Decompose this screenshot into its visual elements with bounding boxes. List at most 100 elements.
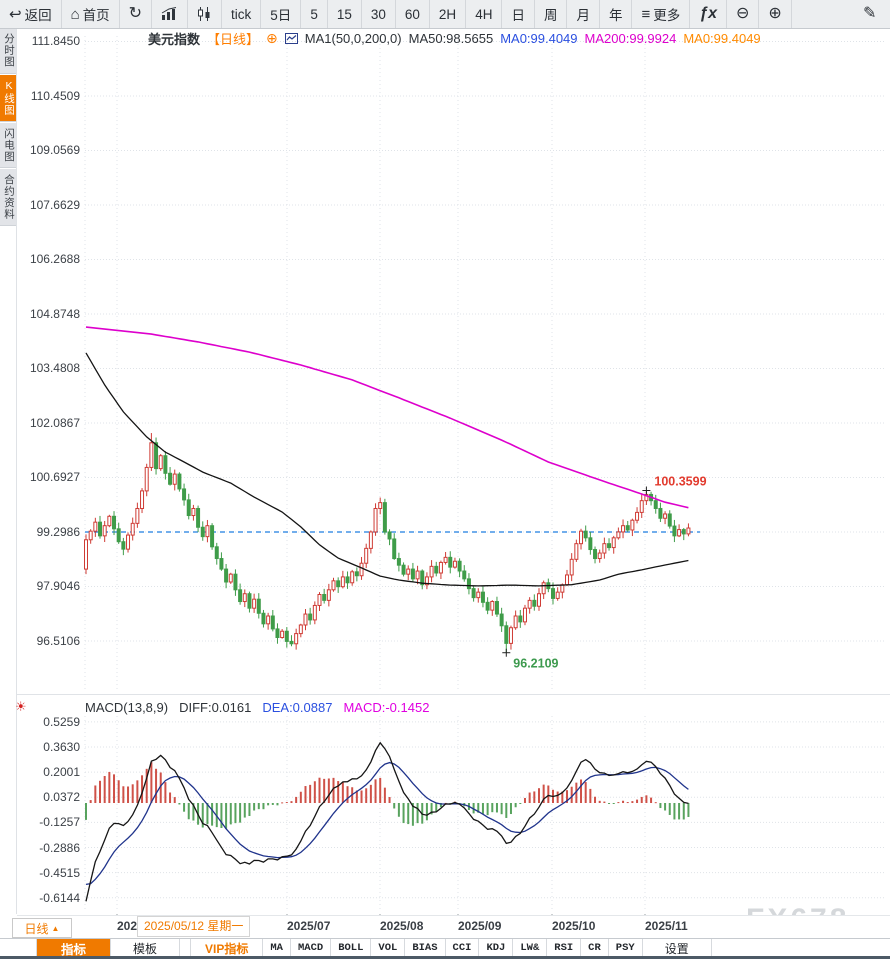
toolbar-period-month-button[interactable]: 月 (567, 0, 600, 28)
macd-hist-value: MACD:-0.1452 (343, 700, 430, 715)
footer-tab-指标[interactable]: 指标 (37, 939, 112, 957)
footer-tab-MA[interactable]: MA (263, 939, 291, 957)
sidebar-tab-K线图[interactable]: K线图 (0, 74, 16, 122)
toolbar-back-button[interactable]: ↩ 返回 (0, 0, 62, 28)
chart-type-icon[interactable] (284, 32, 298, 44)
footer-tab-VOL[interactable]: VOL (371, 939, 406, 957)
footer-tab-BOLL[interactable]: BOLL (331, 939, 372, 957)
macd-dea-value: DEA:0.0887 (262, 700, 333, 715)
footer-tab-设置[interactable]: 设置 (643, 939, 712, 957)
candle-body (462, 570, 467, 580)
footer-tab-LW&[interactable]: LW& (513, 939, 548, 957)
candle-body (280, 630, 285, 639)
footer-tab-模板[interactable]: 模板 (111, 939, 181, 957)
macd-histogram-bar (337, 781, 340, 803)
bottom-edge-bar (0, 956, 890, 959)
macd-histogram-bar (659, 803, 662, 809)
toolbar-period-week-button[interactable]: 周 (535, 0, 568, 28)
macd-histogram-bar (664, 803, 667, 811)
sidebar-tab-分时图[interactable]: 分时图 (0, 28, 16, 74)
candle-body (154, 442, 159, 470)
footer-tab-MACD[interactable]: MACD (291, 939, 332, 957)
toolbar-bar-chart-mode-button[interactable] (152, 0, 189, 28)
macd-histogram-bar (285, 802, 288, 804)
candle-body (621, 525, 626, 533)
candle-body (219, 558, 224, 570)
macd-histogram-bar (108, 771, 111, 803)
candle-body (518, 615, 523, 623)
price-axis-label: 104.8748 (29, 306, 80, 321)
sidebar-tab-合约资料[interactable]: 合约资料 (0, 169, 16, 226)
footer-tab-CR[interactable]: CR (581, 939, 609, 957)
toolbar-home-button[interactable]: ⌂ 首页 (62, 0, 120, 28)
toolbar-zoom-in-button[interactable]: ⊕ (759, 0, 792, 28)
footer-tab-RSI[interactable]: RSI (547, 939, 582, 957)
toolbar-period-5-button[interactable]: 5 (301, 0, 328, 28)
macd-histogram-bar (682, 803, 685, 820)
footer-tab-KDJ[interactable]: KDJ (479, 939, 514, 957)
candle-body (672, 525, 677, 537)
candle-body (410, 568, 415, 580)
toolbar-period-5d-button[interactable]: 5日 (261, 0, 302, 28)
candlestick-icon (198, 7, 210, 21)
toolbar-period-4h-button[interactable]: 4H (466, 0, 503, 28)
toolbar-formula-button[interactable]: ƒx (690, 0, 728, 28)
footer-tab-BIAS[interactable]: BIAS (405, 939, 446, 957)
candle-body (382, 502, 387, 533)
footer-tab-CCI[interactable]: CCI (446, 939, 480, 957)
toolbar-candle-chart-mode-button[interactable] (188, 0, 223, 28)
timeframe-label: 日线 (24, 921, 49, 936)
candle-body (583, 530, 588, 539)
candle-body (130, 522, 135, 536)
macd-histogram-bar (533, 791, 536, 803)
candle-body (121, 541, 126, 550)
candle-body (653, 500, 658, 509)
candle-body (508, 627, 513, 644)
toolbar-period-60-button[interactable]: 60 (396, 0, 430, 28)
toolbar-period-day-label: 日 (511, 8, 525, 23)
timeframe-selector[interactable]: 日线 ▲ (12, 918, 72, 938)
toolbar-period-15-button[interactable]: 15 (328, 0, 362, 28)
macd-histogram-bar (668, 803, 671, 815)
toolbar-refresh-button[interactable]: ↻ (120, 0, 153, 28)
macd-histogram-bar (570, 786, 573, 803)
toolbar-period-tick-button[interactable]: tick (222, 0, 262, 28)
macd-histogram-bar (192, 803, 195, 821)
time-axis-label: 2025/08 (380, 919, 424, 933)
macd-histogram-bar (257, 803, 260, 810)
macd-histogram-bar (528, 792, 531, 803)
toolbar-period-year-button[interactable]: 年 (600, 0, 633, 28)
indicator-settings-icon[interactable]: ☀ (15, 699, 27, 714)
symbol-name: 美元指数 (148, 31, 201, 47)
toolbar-period-tick-label: tick (231, 6, 252, 22)
macd-histogram-bar (477, 803, 480, 813)
candle-body (214, 546, 219, 560)
toolbar-draw-button[interactable]: ✎ (854, 0, 890, 28)
macd-histogram-bar (416, 803, 419, 824)
candle-body (452, 560, 457, 568)
macd-histogram-bar (523, 797, 526, 803)
candle-body (284, 630, 289, 642)
macd-histogram-bar (594, 796, 597, 803)
chart-title-bar: 美元指数 【日线】 ⊕ MA1(50,0,200,0) MA50:98.5655… (148, 29, 761, 47)
footer-tab-PSY[interactable]: PSY (609, 939, 643, 957)
macd-histogram-bar (439, 803, 442, 808)
candle-body (294, 633, 299, 645)
toolbar-more-button[interactable]: ≡ 更多 (632, 0, 691, 28)
toolbar-period-2h-button[interactable]: 2H (430, 0, 467, 28)
toolbar-zoom-out-button[interactable]: ⊖ (727, 0, 760, 28)
macd-histogram-bar (346, 786, 349, 803)
macd-histogram-bar (360, 790, 363, 803)
ma200-value: MA200:99.9924 (584, 30, 677, 46)
macd-histogram-bar (141, 775, 144, 803)
add-indicator-icon[interactable]: ⊕ (266, 29, 278, 46)
toolbar-period-day-button[interactable]: 日 (502, 0, 535, 28)
toolbar-period-30-button[interactable]: 30 (362, 0, 396, 28)
fx-icon: ƒx (699, 5, 718, 22)
footer-tab-VIP指标[interactable]: VIP指标 (190, 939, 264, 957)
sidebar-tab-闪电图[interactable]: 闪电图 (0, 122, 16, 168)
candle-body (681, 529, 686, 535)
time-axis-label: 2025/09 (458, 919, 502, 933)
candle-body (574, 543, 579, 560)
